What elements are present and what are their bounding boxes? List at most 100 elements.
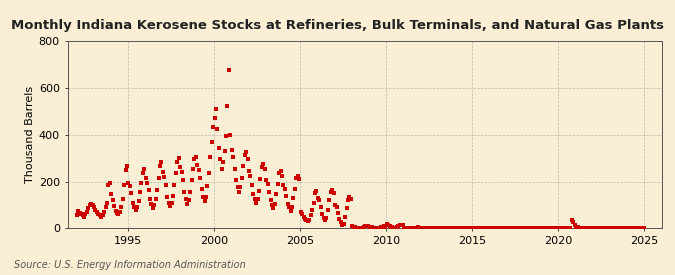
Point (208, 124, 219, 129)
Point (430, 225, 441, 230)
Point (380, 224, 391, 229)
Point (392, 225, 402, 229)
Point (213, 145, 224, 150)
Point (281, 193, 292, 198)
Point (95, 213, 105, 218)
Point (470, 226, 481, 230)
Point (456, 226, 466, 230)
Point (256, 165, 267, 170)
Point (427, 226, 438, 230)
Point (487, 226, 498, 230)
Point (103, 183, 114, 187)
Point (483, 226, 494, 230)
Point (538, 226, 549, 230)
Point (489, 226, 500, 230)
Point (153, 176, 164, 180)
Point (272, 182, 283, 186)
Point (143, 188, 154, 192)
Point (162, 194, 173, 199)
Point (413, 225, 424, 230)
Point (612, 226, 623, 230)
Point (440, 226, 451, 230)
Point (318, 216, 329, 220)
Point (522, 226, 533, 230)
Point (412, 225, 423, 230)
Point (499, 226, 510, 230)
Point (334, 217, 345, 221)
Point (96, 214, 107, 219)
Point (77, 213, 88, 218)
Point (161, 183, 171, 187)
Point (481, 226, 491, 230)
Point (416, 226, 427, 230)
Point (169, 183, 180, 187)
Point (426, 226, 437, 230)
Point (576, 226, 587, 230)
Point (295, 210, 306, 214)
Point (599, 226, 610, 230)
Point (304, 218, 315, 222)
Point (184, 198, 194, 202)
Point (97, 213, 108, 218)
Point (259, 166, 270, 171)
Point (539, 226, 550, 230)
Point (315, 205, 326, 210)
Point (186, 178, 197, 183)
Point (203, 171, 214, 175)
Point (144, 197, 155, 201)
Point (93, 212, 104, 216)
Point (255, 177, 266, 182)
Point (635, 226, 646, 230)
Point (286, 208, 296, 213)
Point (381, 222, 392, 226)
Point (277, 174, 288, 178)
Point (469, 226, 480, 230)
Point (444, 226, 455, 230)
Point (151, 197, 161, 201)
Point (223, 68, 234, 73)
Point (624, 226, 634, 230)
Point (238, 164, 248, 169)
Point (106, 192, 117, 197)
Point (497, 226, 508, 230)
Point (523, 226, 534, 230)
Point (532, 226, 543, 230)
Point (587, 226, 597, 230)
Point (608, 226, 619, 230)
Point (120, 167, 131, 172)
Point (453, 226, 464, 230)
Point (235, 185, 246, 189)
Point (82, 210, 92, 214)
Point (126, 191, 137, 195)
Point (344, 194, 355, 199)
Point (568, 220, 578, 225)
Point (396, 222, 406, 227)
Point (129, 205, 140, 210)
Point (73, 208, 84, 213)
Point (212, 127, 223, 131)
Point (90, 207, 101, 212)
Point (287, 205, 298, 210)
Point (246, 183, 257, 187)
Point (265, 198, 276, 202)
Point (462, 226, 472, 230)
Point (132, 205, 142, 210)
Point (552, 226, 563, 230)
Point (626, 226, 637, 230)
Point (452, 226, 462, 230)
Point (282, 202, 293, 206)
Point (228, 155, 239, 159)
Point (178, 178, 188, 183)
Point (535, 226, 545, 230)
Point (505, 226, 516, 230)
Point (241, 150, 252, 155)
Point (630, 226, 641, 230)
Point (221, 134, 232, 138)
Point (580, 226, 591, 230)
Point (400, 226, 411, 230)
Point (460, 226, 471, 230)
Point (558, 226, 568, 230)
Point (360, 224, 371, 229)
Point (351, 226, 362, 230)
Point (500, 226, 511, 230)
